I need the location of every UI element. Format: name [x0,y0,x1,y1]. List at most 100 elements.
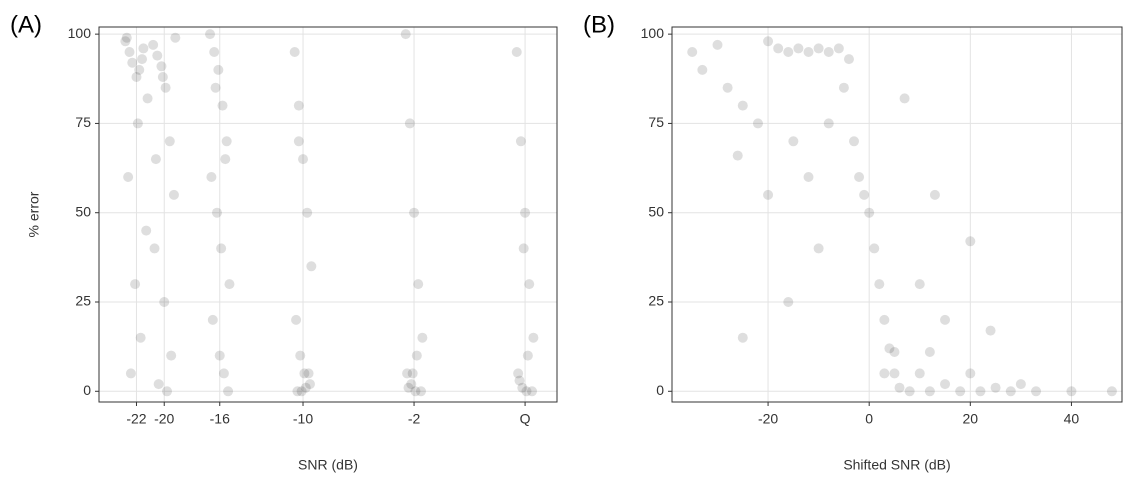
y-axis-label: % error [26,191,42,237]
point [687,47,698,57]
point [823,118,834,129]
point [1106,386,1117,397]
point [924,347,935,357]
point [207,314,218,325]
point [1031,386,1042,397]
point [813,43,824,54]
y-tick-label: 75 [648,114,664,130]
y-tick-label: 100 [68,25,92,41]
point [402,368,413,379]
point [854,172,865,182]
plot-frame [671,26,1123,403]
point [914,368,925,379]
point [773,43,784,54]
point [209,47,220,57]
point [823,47,834,57]
x-tick-label: 20 [963,411,979,427]
point [170,32,181,43]
point [213,64,224,75]
point [879,314,890,325]
point [813,243,824,254]
point [296,386,307,397]
point [517,382,528,393]
y-tick-label: 50 [648,203,664,219]
x-tick-label: 0 [865,411,873,427]
point [224,279,235,290]
point [869,243,880,254]
point [293,136,304,147]
point [134,64,145,75]
point [217,100,228,111]
point [843,54,854,65]
point [737,100,748,111]
point [518,243,529,254]
point [121,32,132,43]
point [166,350,177,361]
y-tick-label: 50 [75,203,91,219]
point [975,386,986,397]
point [153,379,164,390]
point [833,43,844,54]
point [511,47,522,57]
point [889,347,900,357]
point [149,243,160,254]
point [803,47,814,57]
point [803,172,814,182]
point [763,189,774,200]
point [302,207,313,218]
point [940,379,951,390]
point [141,225,152,236]
point [763,36,774,47]
point [737,332,748,343]
point [135,332,146,343]
point [520,207,531,218]
y-tick-label: 100 [641,25,665,41]
x-tick-label: Q [520,411,531,427]
point [415,386,426,397]
point [142,93,153,104]
point [712,39,723,50]
point [783,297,794,307]
point [904,386,915,397]
point [788,136,799,147]
point [783,47,794,57]
point [884,343,895,354]
point [292,386,303,397]
y-tick-label: 0 [656,382,664,398]
point [752,118,763,129]
point [300,382,311,393]
panel-label: (B) [583,11,615,38]
point [899,93,910,104]
point [407,368,418,379]
point [879,368,890,379]
point [1015,379,1026,390]
point [164,136,175,147]
point [304,379,315,390]
point [156,61,167,72]
point [1066,386,1077,397]
point [417,332,428,343]
point [211,207,222,218]
point [400,29,411,40]
point [404,118,415,129]
point [403,382,414,393]
point [990,382,1001,393]
point [123,172,134,182]
x-tick-label: -22 [126,411,146,427]
x-tick-label: -2 [408,411,421,427]
point [205,29,216,40]
point [929,189,940,200]
point [1005,386,1016,397]
point [214,350,225,361]
point [524,279,535,290]
point [303,368,314,379]
point [838,82,849,93]
point [864,207,875,218]
point [223,386,234,397]
point [152,50,163,61]
point [162,386,173,397]
plot-frame [98,26,558,403]
point [125,368,136,379]
x-axis-label: Shifted SNR (dB) [843,457,950,473]
